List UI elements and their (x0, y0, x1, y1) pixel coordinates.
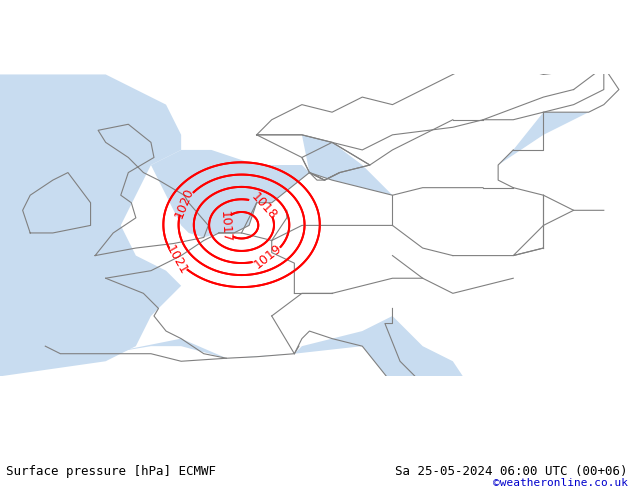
Polygon shape (302, 112, 589, 195)
Text: 1019: 1019 (252, 242, 285, 271)
Polygon shape (0, 74, 181, 376)
Text: Surface pressure [hPa] ECMWF: Surface pressure [hPa] ECMWF (6, 465, 216, 478)
Text: 1021: 1021 (0, 489, 1, 490)
Text: 1021: 1021 (163, 243, 190, 276)
Text: 1018: 1018 (249, 190, 280, 222)
Text: 1017: 1017 (0, 489, 1, 490)
Text: 1019: 1019 (0, 489, 1, 490)
Text: 1018: 1018 (0, 489, 1, 490)
Polygon shape (151, 150, 309, 238)
Text: 1020: 1020 (172, 186, 197, 220)
Text: Sa 25-05-2024 06:00 UTC (00+06): Sa 25-05-2024 06:00 UTC (00+06) (395, 465, 628, 478)
Polygon shape (106, 316, 604, 437)
Text: 1017: 1017 (217, 210, 232, 243)
Text: ©weatheronline.co.uk: ©weatheronline.co.uk (493, 478, 628, 488)
Text: 1020: 1020 (0, 489, 1, 490)
